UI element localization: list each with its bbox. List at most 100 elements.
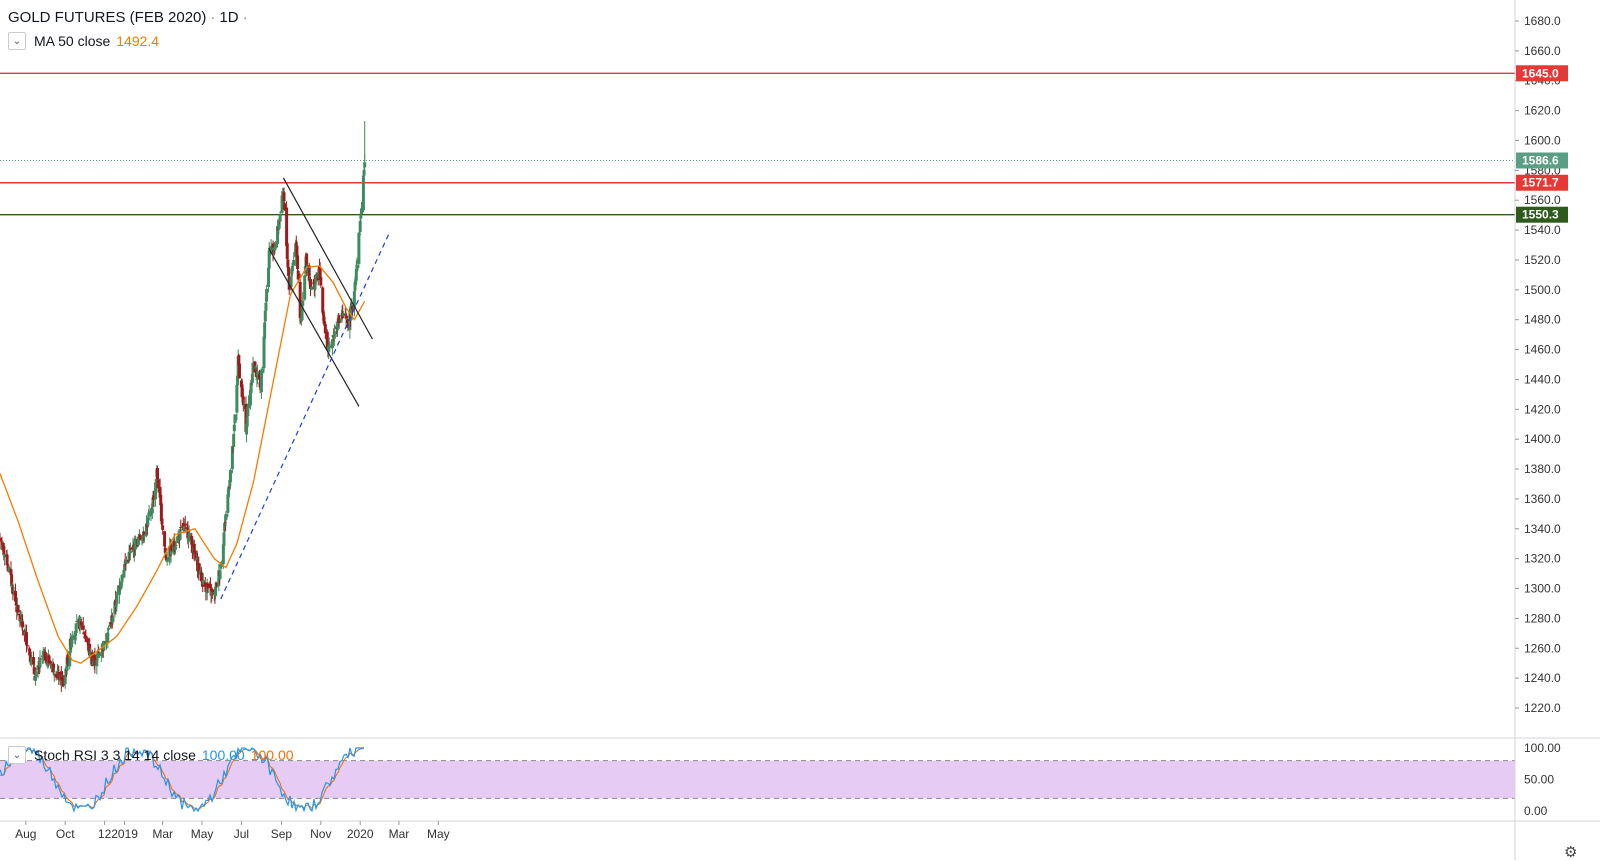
- candle-body: [123, 563, 127, 572]
- candle-body: [310, 287, 314, 290]
- price-tick-label: 1440.0: [1524, 372, 1561, 386]
- candle-body: [357, 232, 361, 264]
- uptrend-line: [220, 232, 390, 600]
- candle-body: [163, 531, 167, 547]
- candle-body: [34, 671, 38, 677]
- candle-body: [154, 482, 158, 500]
- symbol-name: GOLD FUTURES (FEB 2020): [8, 9, 207, 26]
- rsi-legend[interactable]: ⌄ Stoch RSI 3 3 14 14 close 100.00 100.0…: [8, 746, 294, 764]
- rsi-legend-label: Stoch RSI 3 3 14 14 close: [34, 747, 196, 763]
- candle-body: [127, 552, 131, 561]
- candle-body: [156, 479, 160, 489]
- candle-body: [222, 532, 226, 547]
- candle-body: [43, 651, 47, 661]
- candle-body: [353, 281, 357, 291]
- candle-body: [117, 585, 121, 595]
- candle-body: [56, 669, 60, 671]
- candle-body: [301, 300, 305, 306]
- candle-body: [286, 259, 290, 268]
- candle-body: [106, 628, 110, 630]
- price-label-text: 1550.3: [1522, 208, 1559, 222]
- candle-body: [343, 314, 347, 316]
- candle-body: [99, 652, 103, 657]
- candle-body: [197, 563, 201, 573]
- chevron-down-icon[interactable]: ⌄: [8, 746, 26, 764]
- price-tick-label: 1620.0: [1524, 104, 1561, 118]
- price-label-box: [1516, 206, 1568, 223]
- candle-body: [330, 339, 334, 349]
- candle-body: [195, 557, 199, 562]
- price-tick-label: 1280.0: [1524, 611, 1561, 625]
- price-tick-label: 1660.0: [1524, 44, 1561, 58]
- candle-body: [41, 655, 45, 658]
- candle-body: [150, 508, 154, 514]
- candle-body: [206, 583, 210, 589]
- candle-body: [267, 267, 271, 287]
- candle-body: [140, 538, 144, 541]
- candle-body: [156, 467, 160, 480]
- candle-body: [38, 659, 42, 667]
- candle-body: [12, 590, 16, 592]
- time-tick-label: Mar: [389, 827, 410, 841]
- price-tick-label: 1380.0: [1524, 462, 1561, 476]
- candle-body: [3, 554, 7, 558]
- candle-body: [358, 221, 362, 232]
- candle-body: [165, 559, 169, 562]
- candle-body: [28, 654, 32, 662]
- price-label-text: 1571.7: [1522, 176, 1559, 190]
- time-tick-label: 12: [98, 827, 112, 841]
- candle-body: [259, 370, 263, 392]
- candle-body: [111, 617, 115, 623]
- candle-body: [269, 246, 273, 250]
- candle-body: [280, 195, 284, 213]
- candle-body: [149, 510, 153, 516]
- candle-body: [39, 658, 43, 660]
- candle-body: [214, 586, 218, 597]
- horizontal-lines-layer: [0, 72, 1515, 216]
- ma-legend[interactable]: ⌄ MA 50 close 1492.4: [8, 32, 159, 50]
- candle-body: [361, 175, 365, 211]
- candle-body: [322, 317, 326, 324]
- candle-body: [186, 529, 190, 539]
- candle-body: [345, 319, 349, 324]
- candle-body: [113, 601, 117, 615]
- candle-body: [64, 669, 68, 674]
- candle-body: [178, 529, 182, 541]
- candle-body: [65, 657, 69, 671]
- candle-body: [57, 672, 61, 680]
- candle-body: [72, 635, 76, 640]
- candle-body: [241, 396, 245, 405]
- candle-body: [265, 288, 269, 302]
- candle-body: [32, 667, 36, 675]
- price-tick-label: 1600.0: [1524, 133, 1561, 147]
- chevron-down-icon[interactable]: ⌄: [8, 32, 26, 50]
- candle-body: [285, 207, 289, 246]
- candle-body: [355, 264, 359, 271]
- candle-body: [165, 557, 169, 561]
- price-tick-label: 1460.0: [1524, 343, 1561, 357]
- candle-body: [348, 311, 352, 331]
- candle-body: [276, 225, 280, 244]
- candle-body: [336, 329, 340, 331]
- candle-body: [336, 318, 340, 329]
- time-tick-label: Sep: [271, 827, 293, 841]
- candle-body: [328, 346, 332, 348]
- rsi-band-layer: [0, 760, 1515, 799]
- candle-body: [160, 518, 164, 525]
- candle-body: [246, 406, 250, 417]
- candle-body: [230, 446, 234, 470]
- title-separator: ·: [210, 9, 216, 26]
- rsi-d-value: 100.00: [250, 747, 294, 763]
- candle-body: [237, 363, 241, 379]
- candle-body: [109, 621, 113, 624]
- candle-body: [32, 657, 36, 665]
- candle-body: [260, 368, 264, 374]
- symbol-title[interactable]: GOLD FUTURES (FEB 2020) · 1D ·: [8, 9, 252, 26]
- candle-body: [88, 651, 92, 658]
- candle-body: [68, 650, 72, 667]
- gear-icon[interactable]: ⚙: [1564, 844, 1578, 861]
- candle-body: [182, 526, 186, 532]
- candle-body: [86, 638, 90, 643]
